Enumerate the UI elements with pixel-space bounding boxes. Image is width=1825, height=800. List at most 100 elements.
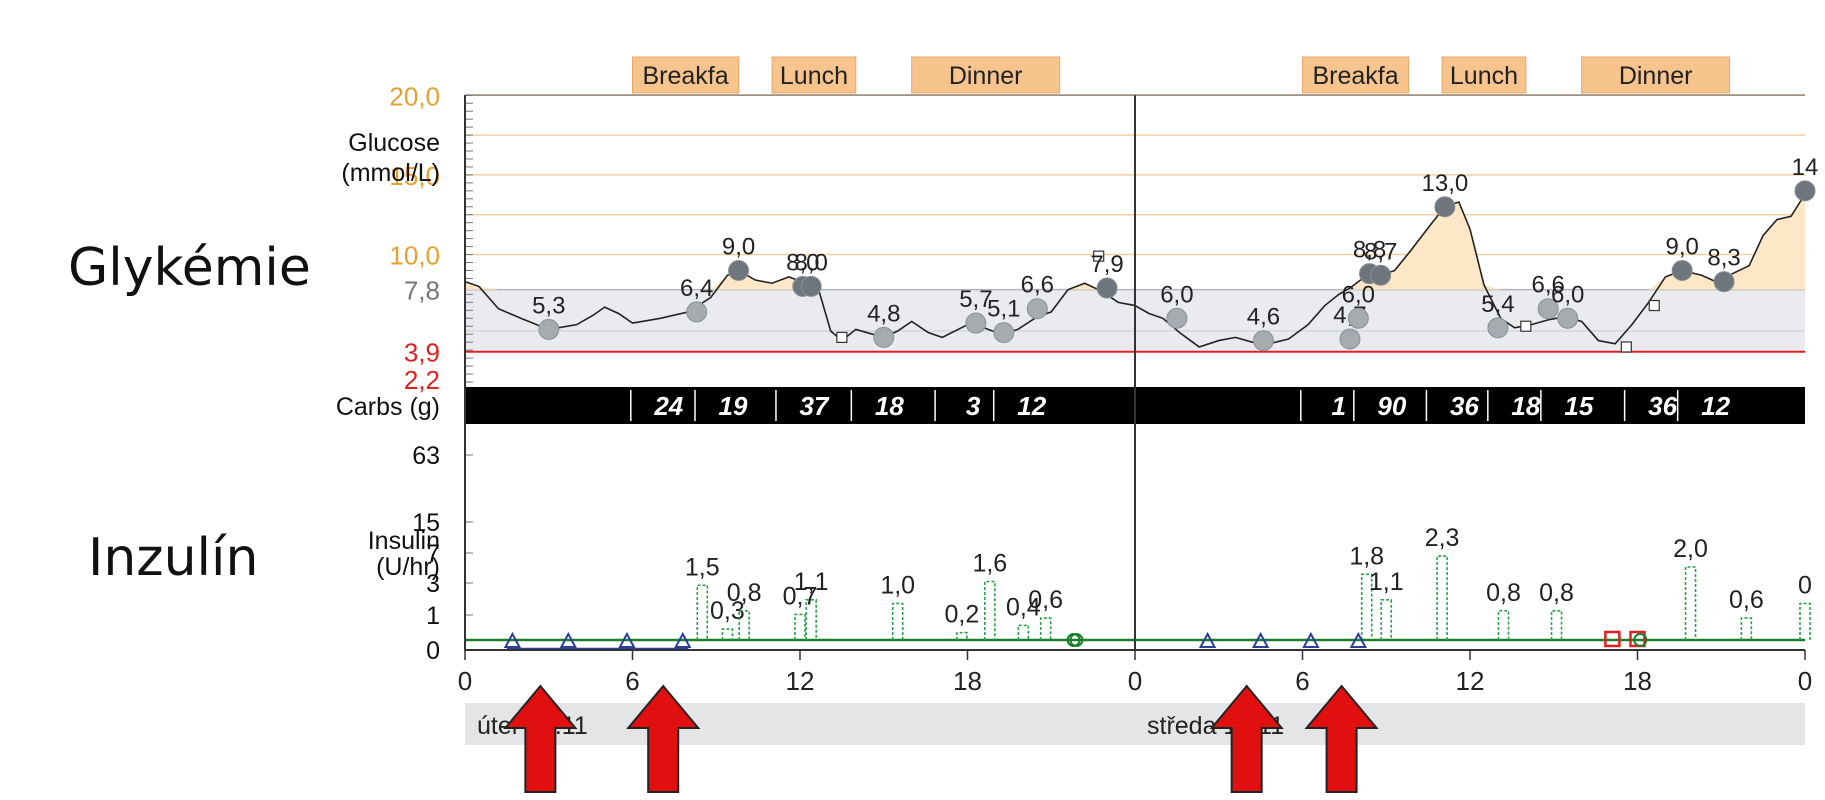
x-tick-label: 0	[458, 666, 472, 696]
glucose-tick-label: 10,0	[389, 241, 440, 271]
bolus-label: 1,5	[685, 553, 720, 581]
fingerstick-point	[538, 318, 560, 340]
fingerstick-label: 9,0	[1665, 233, 1698, 260]
bolus-label: 1,1	[1369, 568, 1404, 596]
insulin-tick-label: 0	[426, 637, 440, 665]
insulin-tick-label: 3	[426, 570, 440, 598]
bolus-label: 0,8	[1539, 579, 1574, 607]
bolus-bar	[1436, 555, 1448, 640]
fingerstick-point	[993, 322, 1015, 344]
fingerstick-point	[686, 301, 708, 323]
fingerstick-point	[873, 326, 895, 348]
glucose-tick-label: 3,9	[404, 338, 440, 368]
suspend-marker	[1198, 631, 1217, 648]
fingerstick-point	[1487, 317, 1509, 339]
meal-band	[911, 56, 1061, 94]
bolus-bar	[805, 599, 817, 640]
bolus-label: 0,6	[1729, 586, 1764, 614]
carb-value: 90	[1377, 391, 1406, 421]
fingerstick-label: 8,7	[1364, 238, 1397, 265]
bolus-label: 1,0	[880, 572, 915, 600]
bolus-label: 2,3	[1425, 524, 1460, 552]
meal-band-label: Dinner	[1619, 62, 1693, 90]
bolus-bar	[1550, 609, 1563, 640]
fingerstick-point	[1252, 330, 1274, 352]
bolus-bar	[1017, 624, 1030, 640]
fingerstick-label: 5,7	[959, 286, 992, 313]
bolus-label: 1,1	[794, 568, 829, 596]
fingerstick-point	[1794, 180, 1816, 202]
fingerstick-point	[1339, 328, 1361, 350]
meal-band-label: Lunch	[1450, 62, 1518, 90]
fingerstick-point	[1557, 307, 1579, 329]
fingerstick-point	[1370, 264, 1392, 286]
fingerstick-label: 6,6	[1021, 272, 1054, 299]
fingerstick-point	[728, 259, 750, 281]
glucose-axis-title: Glucose	[348, 129, 440, 157]
meal-band	[1581, 56, 1731, 94]
bolus-label: 0,7	[783, 582, 818, 610]
glucose-tick-label: 2,2	[404, 365, 440, 395]
carb-value: 37	[799, 391, 829, 421]
bolus-bar	[1039, 617, 1052, 640]
bolus-bar	[1380, 599, 1393, 640]
bolus-bar	[696, 584, 709, 640]
fingerstick-point	[1671, 259, 1693, 281]
fingerstick-label: 6,0	[1551, 281, 1584, 308]
bolus-label: 0,6	[1028, 586, 1063, 614]
insulin-axis-title: Insulin	[368, 527, 440, 555]
insulin-axis-title: (U/hr)	[376, 553, 440, 581]
suspend-marker	[674, 631, 692, 648]
meal-band	[632, 56, 740, 94]
bolus-bar	[721, 628, 734, 640]
fingerstick-label: 6,0	[1342, 281, 1375, 308]
fingerstick-point	[800, 275, 822, 297]
highlight-arrow	[1209, 684, 1284, 793]
suspend-marker	[1302, 631, 1320, 648]
bolus-bar	[794, 613, 806, 640]
suspend-marker	[618, 631, 636, 648]
carb-value: 36	[1450, 391, 1479, 421]
fingerstick-point	[1434, 196, 1456, 218]
suspend-marker	[559, 631, 577, 648]
sensor-marker	[1620, 341, 1632, 353]
fingerstick-label: 4,8	[867, 300, 900, 327]
meal-band-label: Lunch	[780, 62, 848, 90]
carb-value: 19	[719, 391, 748, 421]
fingerstick-label: 8,0	[794, 249, 827, 276]
sensor-marker	[836, 331, 848, 343]
glucose-tick-label: 7,8	[404, 276, 440, 306]
glucose-tick-label: 20,0	[389, 81, 440, 111]
carb-value: 12	[1017, 391, 1046, 421]
bolus-label: 0,4	[1006, 593, 1041, 621]
bolus-bar	[1799, 602, 1811, 640]
meal-band-label: Breakfa	[642, 62, 728, 90]
glucose-tick-label: 15,0	[389, 161, 440, 191]
highlight-arrow	[1304, 684, 1379, 793]
fingerstick-label: 5,3	[532, 292, 565, 319]
carb-value: 3	[966, 391, 981, 421]
bolus-label: 1,8	[1349, 542, 1384, 570]
fingerstick-label: 6,0	[1160, 281, 1193, 308]
x-tick-label: 12	[1456, 666, 1485, 696]
carb-value: 18	[1511, 391, 1540, 421]
fingerstick-label: 8,8	[1353, 237, 1386, 264]
meal-band	[1302, 56, 1410, 94]
x-tick-label: 18	[1623, 666, 1652, 696]
fingerstick-label: 8,3	[1707, 245, 1740, 272]
event-marker	[1633, 633, 1648, 647]
fingerstick-label: 13,0	[1422, 170, 1469, 197]
x-tick-label: 18	[953, 666, 982, 696]
x-tick-label: 12	[786, 666, 815, 696]
fingerstick-point	[1347, 307, 1369, 329]
fingerstick-point	[1537, 298, 1559, 320]
day-label-bar	[465, 703, 1135, 745]
carb-value: 1	[1332, 391, 1346, 421]
fingerstick-point	[1713, 271, 1735, 293]
bolus-label: 0,2	[945, 601, 980, 629]
fingerstick-label: 7,9	[1090, 251, 1123, 278]
fingerstick-label: 6,6	[1531, 272, 1564, 299]
sensor-marker	[1648, 299, 1660, 312]
fingerstick-point	[965, 312, 987, 334]
